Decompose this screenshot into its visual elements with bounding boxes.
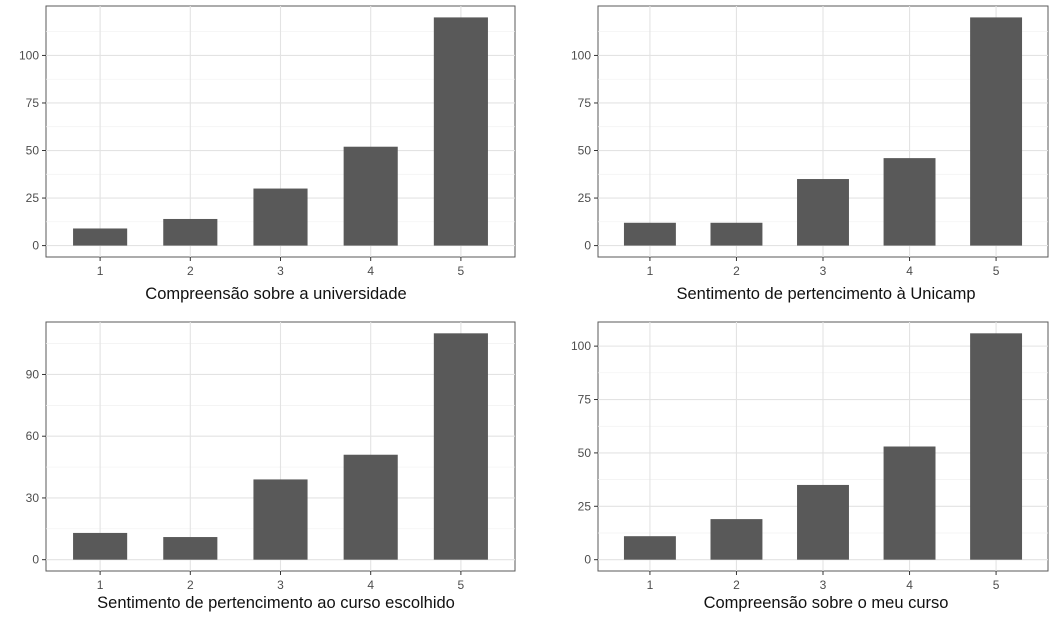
bar-chart-svg: 0 25 50 75 100 1 2 3 4 5 Compreensão sobre o meu c…	[571, 321, 1049, 612]
x-tick-label: 2	[187, 578, 194, 592]
y-tick-label: 100	[571, 339, 591, 353]
chart-panel-pertencimento-unicamp: 0 25 50 75 100 1 2 3 4 5 Sentimento de pertencimen…	[550, 0, 1054, 310]
bar-2	[163, 537, 218, 560]
bar-4	[343, 454, 398, 560]
x-tick-label: 3	[277, 578, 284, 592]
y-tick-label: 0	[32, 239, 39, 253]
bar-1	[73, 228, 128, 246]
bar-2	[163, 218, 218, 246]
x-tick-label: 3	[820, 578, 827, 592]
x-axis-title: Sentimento de pertencimento à Unicamp	[677, 285, 976, 303]
bar-chart-svg: 0 25 50 75 100 1 2 3 4 5 Sentimento de pertencimen…	[571, 5, 1049, 303]
x-tick-label: 4	[906, 264, 913, 278]
chart-panel-compreensao-curso: 0 25 50 75 100 1 2 3 4 5 Compreensão sobre o meu c…	[550, 318, 1054, 619]
y-tick-label: 90	[26, 367, 40, 381]
bar-4	[343, 146, 398, 246]
y-tick-label: 0	[32, 553, 39, 567]
chart-panel-pertencimento-curso: 0 30 60 90 1 2 3 4 5 Sentimento de pertencimento …	[0, 318, 525, 619]
bar-1	[623, 222, 676, 246]
x-axis-title: Sentimento de pertencimento ao curso esc…	[97, 594, 455, 612]
y-tick-label: 100	[571, 48, 591, 62]
chart-panel-compreensao-universidade: 0 25 50 75 100 1 2 3 4 5 Compreensão sobre a unive…	[0, 0, 525, 310]
x-axis-title: Compreensão sobre o meu curso	[704, 594, 949, 612]
x-tick-label: 5	[993, 578, 1000, 592]
x-tick-label: 3	[820, 264, 827, 278]
y-tick-label: 100	[19, 48, 39, 62]
bar-5	[433, 333, 488, 560]
y-tick-label: 50	[578, 144, 592, 158]
y-tick-label: 60	[26, 429, 40, 443]
bar-1	[623, 536, 676, 560]
bar-3	[797, 484, 849, 560]
y-tick-label: 50	[578, 446, 592, 460]
y-tick-label: 75	[578, 393, 592, 407]
y-tick-label: 75	[26, 96, 40, 110]
x-tick-label: 2	[187, 264, 194, 278]
x-axis-title: Compreensão sobre a universidade	[145, 285, 406, 303]
bar-5	[970, 333, 1023, 560]
y-tick-label: 25	[578, 499, 592, 513]
bar-1	[73, 532, 128, 560]
x-tick-label: 1	[97, 264, 104, 278]
bar-5	[433, 17, 488, 246]
bar-2	[710, 222, 763, 246]
x-tick-label: 2	[733, 264, 740, 278]
x-tick-label: 4	[367, 264, 374, 278]
y-tick-label: 25	[26, 191, 40, 205]
x-tick-label: 5	[993, 264, 1000, 278]
bar-4	[883, 446, 936, 560]
bar-3	[253, 188, 308, 246]
y-tick-label: 0	[584, 553, 591, 567]
x-tick-label: 4	[367, 578, 374, 592]
y-tick-label: 0	[584, 239, 591, 253]
x-tick-label: 2	[733, 578, 740, 592]
y-tick-label: 25	[578, 191, 592, 205]
bar-chart-svg: 0 25 50 75 100 1 2 3 4 5 Compreensão sobre a unive…	[19, 5, 516, 303]
x-tick-label: 5	[458, 578, 465, 592]
y-tick-label: 50	[26, 144, 40, 158]
bar-5	[970, 17, 1023, 246]
x-tick-label: 5	[458, 264, 465, 278]
bar-3	[797, 179, 849, 246]
y-tick-label: 30	[26, 491, 40, 505]
x-tick-label: 1	[647, 264, 654, 278]
bar-4	[883, 158, 936, 246]
x-tick-label: 1	[647, 578, 654, 592]
x-tick-label: 3	[277, 264, 284, 278]
bar-2	[710, 519, 763, 560]
bar-3	[253, 479, 308, 560]
x-tick-label: 4	[906, 578, 913, 592]
y-tick-label: 75	[578, 96, 592, 110]
x-tick-label: 1	[97, 578, 104, 592]
